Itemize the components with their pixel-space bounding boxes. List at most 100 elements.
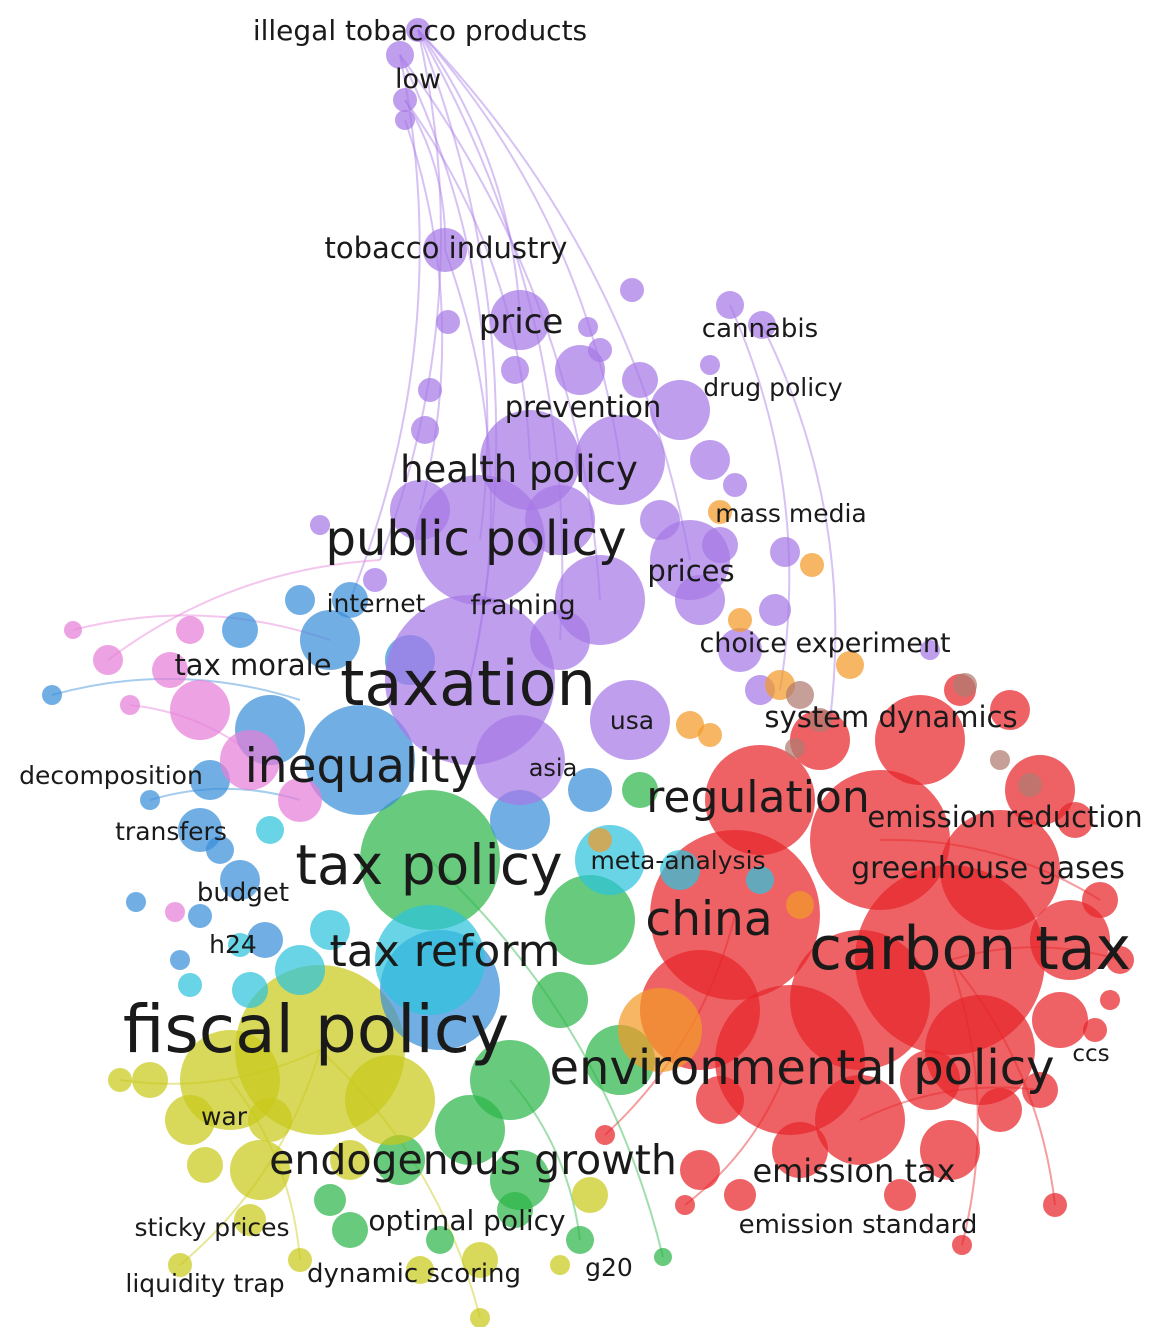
network-node[interactable] [393,88,417,112]
network-node[interactable] [93,645,123,675]
network-node[interactable] [978,1088,1022,1132]
network-node[interactable] [1082,882,1118,918]
network-node[interactable] [696,1076,744,1124]
network-node[interactable] [220,860,260,900]
network-node[interactable] [386,41,414,69]
network-node[interactable] [234,1204,266,1236]
network-node[interactable] [363,568,387,592]
network-node[interactable] [278,778,322,822]
network-node[interactable] [188,904,212,928]
network-node[interactable] [436,310,460,334]
label-ccs[interactable]: ccs [1072,1041,1109,1067]
label-tax-policy[interactable]: tax policy [295,833,562,897]
network-node[interactable] [305,705,415,815]
label-usa[interactable]: usa [610,706,654,735]
network-node[interactable] [418,378,442,402]
network-node[interactable] [640,500,680,540]
network-node[interactable] [786,681,814,709]
label-h24[interactable]: h24 [209,930,257,959]
network-node[interactable] [790,930,930,1070]
label-liquidity-trap[interactable]: liquidity trap [125,1269,284,1298]
label-internet[interactable]: internet [327,589,426,618]
network-node[interactable] [654,1248,672,1266]
label-sticky-prices[interactable]: sticky prices [134,1213,289,1242]
network-node[interactable] [578,317,598,337]
label-prices[interactable]: prices [647,554,734,588]
network-node[interactable] [746,866,774,894]
network-node[interactable] [310,515,330,535]
network-node[interactable] [406,1256,434,1284]
network-node[interactable] [220,730,280,790]
label-health-policy[interactable]: health policy [400,448,638,491]
label-optimal-policy[interactable]: optimal policy [368,1204,565,1237]
network-node[interactable] [953,673,977,697]
network-node[interactable] [395,110,415,130]
network-node[interactable] [470,1308,490,1327]
network-node[interactable] [490,1150,550,1210]
label-tobacco-industry[interactable]: tobacco industry [325,231,568,265]
label-china[interactable]: china [645,892,772,947]
network-node[interactable] [675,1195,695,1215]
network-node[interactable] [900,1050,960,1110]
network-node[interactable] [490,290,550,350]
network-node[interactable] [108,1068,132,1092]
label-prevention[interactable]: prevention [505,390,661,424]
label-greenhouse-gases[interactable]: greenhouse gases [851,851,1125,886]
network-node[interactable] [176,616,204,644]
network-node[interactable] [314,1184,346,1216]
network-node[interactable] [920,1120,980,1180]
network-node[interactable] [525,485,595,555]
network-node[interactable] [675,575,725,625]
label-framing[interactable]: framing [470,590,575,621]
label-taxation[interactable]: taxation [340,647,596,720]
network-node[interactable] [170,680,230,740]
network-node[interactable] [165,902,185,922]
network-node[interactable] [622,362,658,398]
network-node[interactable] [1022,1072,1058,1108]
network-node[interactable] [532,972,588,1028]
label-regulation[interactable]: regulation [646,772,869,823]
label-emission-reduction[interactable]: emission reduction [867,800,1142,834]
network-node[interactable] [1083,1018,1107,1042]
network-node[interactable] [288,1248,312,1272]
label-low[interactable]: low [395,64,441,95]
network-node[interactable] [723,473,747,497]
network-node[interactable] [1057,802,1093,838]
label-tax-reform[interactable]: tax reform [329,926,560,977]
network-node[interactable] [875,695,965,785]
network-node[interactable] [800,553,824,577]
network-node[interactable] [588,828,612,852]
network-node[interactable] [836,651,864,679]
network-node[interactable] [256,816,284,844]
label-drug-policy[interactable]: drug policy [703,373,843,402]
label-system-dynamics[interactable]: system dynamics [764,700,1017,734]
label-decomposition[interactable]: decomposition [19,761,203,790]
network-node[interactable] [64,621,82,639]
network-node[interactable] [248,1098,292,1142]
network-node[interactable] [275,945,325,995]
network-node[interactable] [360,790,500,930]
network-node[interactable] [232,972,268,1008]
network-node[interactable] [1043,1193,1067,1217]
network-node[interactable] [300,610,360,670]
network-node[interactable] [575,415,665,505]
label-choice-experiment[interactable]: choice experiment [699,628,950,659]
label-fiscal-policy[interactable]: fiscal policy [123,991,509,1068]
network-node[interactable] [815,1075,905,1165]
network-node[interactable] [650,380,710,440]
network-node[interactable] [748,311,776,339]
label-illegal-tobacco-products[interactable]: illegal tobacco products [253,14,587,47]
label-tax-morale[interactable]: tax morale [174,648,331,682]
label-asia[interactable]: asia [529,754,578,782]
label-g20[interactable]: g20 [585,1253,633,1282]
network-node[interactable] [406,18,430,42]
network-node[interactable] [708,500,732,524]
label-dynamic-scoring[interactable]: dynamic scoring [307,1259,521,1289]
network-node[interactable] [990,690,1030,730]
network-node[interactable] [497,1192,533,1228]
network-node[interactable] [940,810,1060,930]
network-node[interactable] [332,1212,368,1248]
network-node[interactable] [568,768,612,812]
network-node[interactable] [676,711,704,739]
network-node[interactable] [501,356,529,384]
